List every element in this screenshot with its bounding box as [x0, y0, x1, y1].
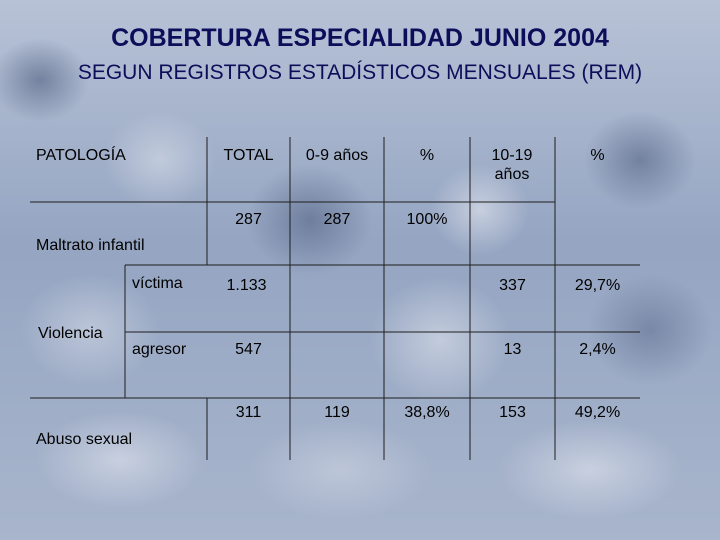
header-age-0-9: 0-9 años	[305, 147, 369, 164]
maltrato-total: 287	[235, 211, 262, 228]
slide-subtitle: SEGUN REGISTROS ESTADÍSTICOS MENSUALES (…	[77, 61, 643, 84]
row-label-agresor: agresor	[132, 341, 187, 358]
header-pathology: PATOLOGÍA	[36, 147, 126, 164]
row-label-violencia: Violencia	[38, 325, 103, 342]
header-age-10-19: 10-19 años	[491, 147, 533, 183]
agresor-age-10-19: 13	[503, 341, 522, 358]
victima-pct-10-19: 29,7%	[574, 277, 621, 294]
victima-total: 1.133	[226, 277, 267, 294]
abuso-pct-0-9: 38,8%	[404, 404, 450, 421]
abuso-pct-10-19: 49,2%	[574, 404, 621, 421]
victima-age-10-19: 337	[499, 277, 526, 294]
slide-title: COBERTURA ESPECIALIDAD JUNIO 2004	[111, 24, 609, 52]
agresor-total: 547	[235, 341, 262, 358]
header-pct-0-9: %	[419, 147, 435, 164]
abuso-age-10-19: 153	[499, 404, 526, 421]
header-total: TOTAL	[223, 147, 274, 164]
agresor-pct-10-19: 2,4%	[579, 341, 616, 358]
row-label-maltrato: Maltrato infantil	[36, 237, 145, 254]
row-label-abuso: Abuso sexual	[36, 431, 133, 448]
row-label-victima: víctima	[132, 275, 183, 292]
abuso-total: 311	[235, 404, 262, 421]
maltrato-pct-0-9: 100%	[406, 211, 448, 228]
abuso-age-0-9: 119	[324, 404, 350, 421]
maltrato-age-0-9: 287	[323, 211, 351, 228]
header-pct-10-19: %	[590, 147, 605, 164]
